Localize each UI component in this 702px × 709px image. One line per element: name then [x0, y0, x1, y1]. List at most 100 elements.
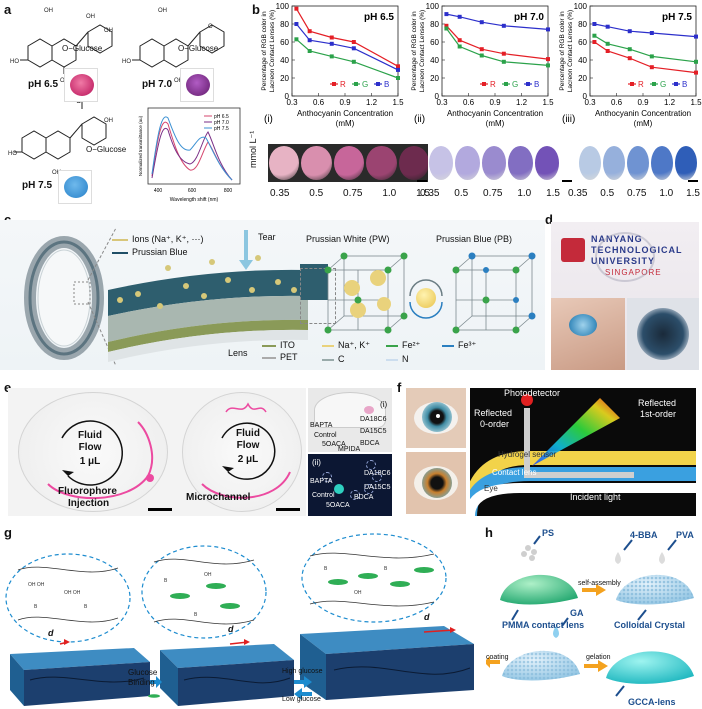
dish-i-label-bapta: BAPTA [310, 422, 333, 429]
dish-i-label-5oaca: 5OACA [322, 441, 346, 448]
dish-i-label-bdca: BDCA [360, 440, 380, 447]
ions-legend-label: Ions (Na⁺, K⁺, ⋯) [132, 234, 204, 244]
coating-label: coating [486, 654, 509, 661]
point-R [307, 29, 312, 34]
prussian-blue-lattice [452, 252, 536, 334]
sodium-ion-ball [416, 288, 436, 308]
x-tick-label: 0.9 [637, 98, 649, 107]
scale-bar-b2 [562, 180, 572, 182]
point-G [307, 49, 312, 53]
svg-text:OH: OH [52, 170, 61, 176]
spectrum-xtick-400: 400 [154, 188, 163, 194]
y-tick-label: 0 [435, 92, 440, 101]
legend-label-R: R [490, 80, 496, 89]
fluorophore-label: Fluorophore [58, 486, 117, 497]
point-B [649, 31, 654, 35]
x-tick-label: 0.3 [584, 98, 596, 107]
concentration-label: 1.0 [659, 188, 674, 199]
swatch-row-ph70 [428, 144, 560, 182]
dish-ii-sublabel: (ii) [312, 458, 321, 467]
point-R [294, 6, 299, 11]
point-G [479, 53, 484, 58]
conc-labels-ph70: 0.35 0.5 0.75 1.0 1.5 [420, 188, 560, 199]
point-B [546, 27, 550, 32]
point-G [627, 47, 632, 52]
color-swatch [651, 146, 673, 180]
scale-bar-b1 [417, 180, 427, 182]
legend-marker-R [332, 82, 336, 86]
binding-label: Binding [128, 678, 155, 687]
color-swatch [333, 146, 365, 180]
flow-label-1: Flow [78, 442, 102, 453]
concentration-label: 0.35 [568, 188, 588, 199]
x-tick-label: 0.6 [611, 98, 623, 107]
y-tick-label: 60 [280, 38, 289, 47]
svg-text:B: B [84, 604, 88, 610]
x-axis-label: Anthocyanin Concentration [595, 109, 691, 118]
point-B [501, 23, 506, 28]
eye-photo-1 [406, 388, 466, 448]
concentration-label: 0.5 [309, 188, 324, 199]
layer-hydrogel-label: Hydrogel sensor [498, 450, 557, 459]
point-G [592, 33, 597, 38]
point-R [444, 23, 449, 28]
point-B [444, 12, 449, 17]
concentration-label: 1.5 [546, 188, 560, 199]
d-label-3: d [424, 612, 430, 622]
x-tick-label: 1.2 [664, 98, 676, 107]
y-tick-label: 0 [285, 92, 290, 101]
color-swatch [455, 146, 480, 180]
color-swatch [398, 146, 429, 180]
dish-i-sublabel: (i) [380, 400, 388, 409]
y-axis-label-1: Percentage of RGB color in [559, 11, 566, 91]
dish-ii-label-da18c6: DA18C6 [364, 470, 391, 477]
layer-lens-label: Contact lens [492, 468, 537, 477]
ph65-lens-photo [64, 68, 98, 102]
legend-n: N [402, 354, 409, 364]
point-B [592, 22, 597, 26]
gcca-fabrication-diagram [486, 535, 694, 697]
chart-title: pH 6.5 [364, 12, 394, 23]
y-tick-label: 60 [578, 38, 587, 47]
svg-text:OH: OH [44, 8, 53, 14]
ph65-label: pH 6.5 [28, 79, 59, 90]
concentration-label: 0.5 [600, 188, 615, 199]
legend-label-R: R [638, 80, 644, 89]
concentration-label: 1.5 [416, 188, 430, 199]
volume-label-2: 2 μL [237, 454, 259, 465]
swatch-row-ph65 [268, 144, 430, 182]
legend-label-B: B [384, 80, 389, 89]
point-G [444, 26, 449, 31]
dish-i-label-da15c5: DA15C5 [360, 428, 387, 435]
color-swatch [534, 146, 559, 180]
svg-text:O: O [208, 24, 213, 30]
point-G [294, 37, 299, 42]
y-tick-label: 40 [578, 56, 587, 65]
point-R [546, 57, 550, 62]
ph75-label: pH 7.5 [22, 180, 53, 191]
svg-text:OH: OH [174, 78, 183, 84]
ions-legend-swatch [112, 239, 128, 241]
legend-fe2: Fe²⁺ [402, 340, 421, 350]
ps-label: PS [542, 528, 555, 538]
point-B [396, 67, 400, 72]
chart-sublabel: (i) [264, 114, 273, 125]
svg-text:OH OH: OH OH [28, 582, 45, 588]
layer-eye-label: Eye [484, 484, 498, 493]
point-R [501, 51, 506, 56]
glucose-hydrogel-diagram: OH OH OH OH B B B OH B B B OH [5, 533, 474, 706]
point-G [351, 59, 356, 64]
4bba-label: 4-BBA [630, 530, 658, 540]
spectrum-legend-ph75: pH 7.5 [214, 126, 229, 132]
y-tick-label: 40 [430, 56, 439, 65]
volume-label-1: 1 μL [79, 456, 101, 467]
svg-text:OH: OH [354, 590, 362, 596]
panel-label-a: a [4, 2, 12, 17]
optical-sensor-diagram: Photodetector Reflected 0-order Reflecte… [470, 388, 696, 516]
glucose-label-2: O−Glucose [178, 44, 219, 53]
legend-marker-R [482, 82, 486, 86]
sensor-dish-fluorescence [308, 454, 392, 516]
swatch-unit-label: mmol L⁻¹ [248, 130, 258, 168]
point-B [294, 22, 299, 26]
dish-ii-label-bdca: BDCA [354, 494, 374, 501]
